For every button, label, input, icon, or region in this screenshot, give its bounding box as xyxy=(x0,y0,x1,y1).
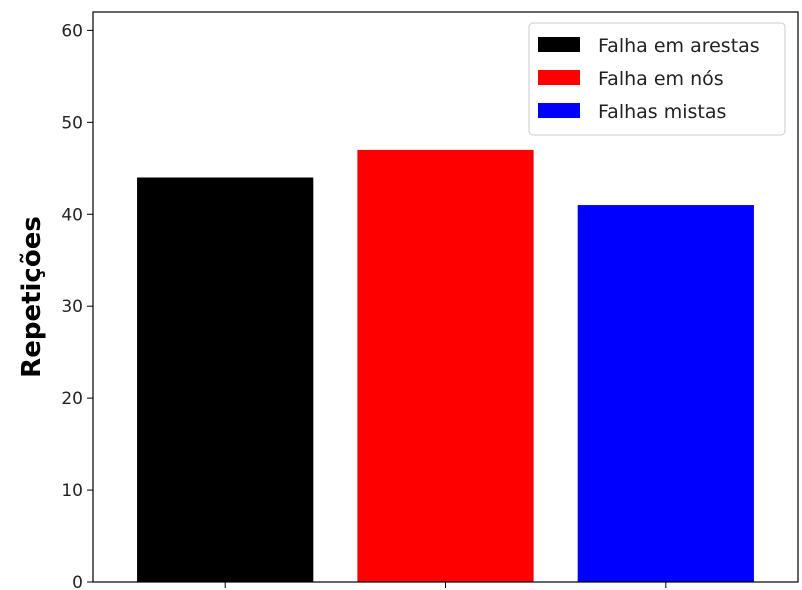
y-tick-label: 10 xyxy=(61,481,83,501)
y-tick-label: 20 xyxy=(61,389,83,409)
legend-label-1: Falha em arestas xyxy=(598,35,760,57)
y-tick-label: 30 xyxy=(61,297,83,317)
plot-frame xyxy=(92,11,799,583)
y-tick-label: 60 xyxy=(61,21,83,41)
bar-1 xyxy=(137,177,314,582)
y-axis-label: Repetições xyxy=(17,216,47,378)
y-axis: 0 10 20 30 40 50 60 xyxy=(61,21,93,590)
y-tick-label: 50 xyxy=(61,113,83,133)
legend-label-2: Falha em nós xyxy=(598,68,724,90)
legend: Falha em arestas Falha em nós Falhas mista… xyxy=(528,22,786,136)
bars-group xyxy=(137,149,754,582)
legend-swatch-1 xyxy=(538,37,580,52)
legend-swatch-3 xyxy=(538,103,580,118)
bar-3 xyxy=(577,205,754,582)
y-tick-label: 0 xyxy=(72,573,83,590)
legend-box xyxy=(528,22,786,136)
legend-label-3: Falhas mistas xyxy=(598,101,726,123)
y-tick-label: 40 xyxy=(61,205,83,225)
legend-swatch-2 xyxy=(538,70,580,85)
bar-2 xyxy=(357,149,534,582)
x-axis xyxy=(224,582,667,588)
